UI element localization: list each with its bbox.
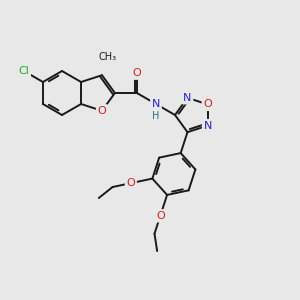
Text: O: O: [98, 106, 106, 116]
Text: N: N: [152, 99, 160, 109]
Text: O: O: [133, 68, 141, 78]
Text: O: O: [156, 211, 165, 221]
Text: N: N: [203, 121, 212, 130]
Text: N: N: [183, 93, 192, 103]
Text: Cl: Cl: [19, 66, 29, 76]
Text: O: O: [127, 178, 135, 188]
Text: O: O: [203, 99, 212, 110]
Text: H: H: [152, 111, 160, 121]
Text: CH₃: CH₃: [99, 52, 117, 62]
